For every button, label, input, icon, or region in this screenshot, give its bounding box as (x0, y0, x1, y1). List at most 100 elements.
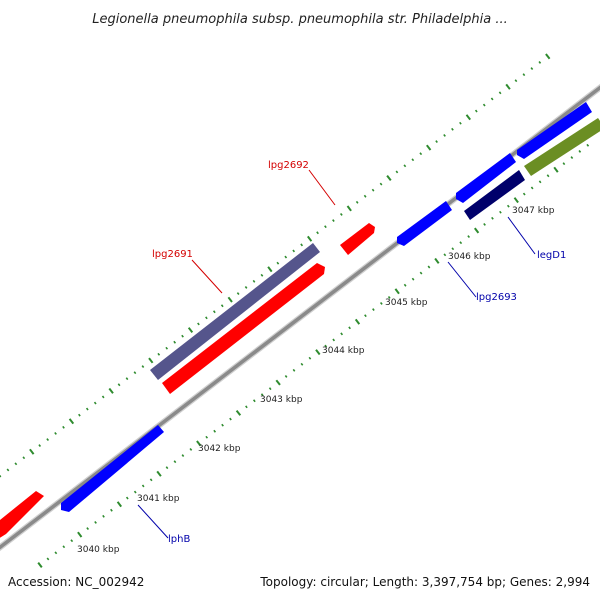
minor-tick (474, 109, 478, 113)
minor-tick (197, 322, 200, 326)
minor-tick (435, 140, 438, 143)
gene-feature-reverse-b[interactable] (456, 153, 516, 203)
gene-feature-lpg2693[interactable] (397, 201, 452, 246)
minor-tick (110, 508, 113, 512)
minor-tick (14, 462, 18, 466)
minor-tick (284, 255, 288, 259)
minor-tick (173, 340, 177, 344)
major-tick (148, 357, 154, 364)
gene-feature-olive[interactable] (524, 118, 600, 176)
minor-tick (403, 283, 407, 287)
minor-tick (491, 216, 494, 220)
map-title: Legionella pneumophila subsp. pneumophil… (92, 12, 508, 27)
minor-tick (292, 368, 296, 372)
minor-tick (348, 326, 351, 330)
minor-tick (570, 156, 574, 159)
major-tick (545, 53, 551, 60)
minor-tick (506, 204, 510, 208)
major-tick (513, 197, 519, 204)
minor-tick (54, 551, 58, 555)
minor-tick (467, 235, 471, 238)
gene-label-lphB[interactable]: lphB (168, 534, 190, 545)
minor-tick (213, 429, 217, 433)
minor-tick (260, 273, 264, 277)
inner-tick-track (37, 143, 590, 569)
minor-tick (229, 417, 232, 421)
minor-tick (395, 170, 399, 174)
gene-feature-lphB[interactable] (61, 425, 164, 512)
minor-tick (490, 97, 494, 101)
gene-label-lpg2693[interactable]: lpg2693 (476, 292, 517, 303)
minor-tick (181, 334, 184, 338)
gene-feature-legD1[interactable] (464, 170, 525, 220)
minor-tick (538, 180, 542, 184)
minor-tick (371, 188, 375, 192)
minor-tick (165, 346, 169, 350)
minor-tick (379, 302, 383, 305)
minor-tick (54, 432, 57, 435)
minor-tick (522, 192, 526, 196)
minor-tick (165, 466, 169, 470)
minor-tick (133, 490, 137, 494)
major-tick (77, 531, 83, 538)
gene-label-lpg2691[interactable]: lpg2691 (152, 249, 193, 260)
minor-tick (339, 213, 343, 216)
major-tick (187, 327, 194, 334)
minor-tick (133, 371, 137, 375)
minor-tick (419, 271, 423, 275)
minor-tick (70, 539, 74, 543)
gene-feature-lpg2691[interactable] (150, 243, 320, 380)
minor-tick (157, 352, 161, 356)
minor-tick (292, 249, 296, 253)
minor-tick (427, 265, 431, 269)
genome-summary: Topology: circular; Length: 3,397,754 bp… (259, 575, 590, 589)
minor-tick (459, 121, 462, 125)
gene-label-legD1[interactable]: legD1 (537, 250, 566, 261)
minor-tick (245, 405, 248, 409)
minor-tick (220, 304, 224, 308)
minor-tick (46, 438, 50, 441)
minor-tick (141, 484, 145, 488)
minor-tick (499, 210, 502, 214)
minor-tick (419, 152, 423, 156)
minor-tick (332, 338, 336, 342)
minor-tick (93, 401, 97, 405)
minor-tick (252, 399, 256, 403)
tick-label: 3046 kbp (448, 252, 491, 262)
tick-label: 3041 kbp (137, 494, 180, 504)
minor-tick (522, 73, 526, 77)
gene-label-lpg2692[interactable]: lpg2692 (268, 160, 309, 171)
minor-tick (6, 468, 10, 472)
minor-tick (538, 61, 542, 64)
major-tick (108, 387, 114, 394)
gene-feature-reverse-c[interactable] (517, 102, 592, 159)
minor-tick (482, 103, 486, 107)
major-tick (354, 318, 361, 325)
minor-tick (546, 174, 550, 178)
major-tick (235, 409, 242, 416)
minor-tick (451, 247, 455, 251)
major-tick (426, 144, 432, 151)
minor-tick (562, 162, 566, 166)
major-tick (196, 440, 202, 447)
minor-tick (189, 448, 193, 451)
major-tick (386, 174, 392, 182)
minor-tick (300, 243, 304, 247)
minor-tick (173, 460, 177, 464)
minor-tick (324, 225, 327, 229)
minor-tick (451, 127, 454, 131)
minor-tick (252, 279, 256, 283)
gene-feature-lpg2692[interactable] (340, 223, 375, 255)
outer-tick-track (0, 53, 551, 478)
minor-tick (459, 241, 463, 245)
minor-tick (22, 456, 26, 460)
gene-feature-forward-edge[interactable] (0, 491, 44, 545)
gene-feature-forward-large[interactable] (162, 263, 325, 394)
major-tick (275, 379, 281, 386)
gene-label-leaders (137, 169, 536, 539)
minor-tick (364, 314, 367, 318)
tick-label: 3045 kbp (385, 298, 428, 308)
minor-tick (117, 383, 121, 387)
minor-tick (340, 332, 344, 336)
